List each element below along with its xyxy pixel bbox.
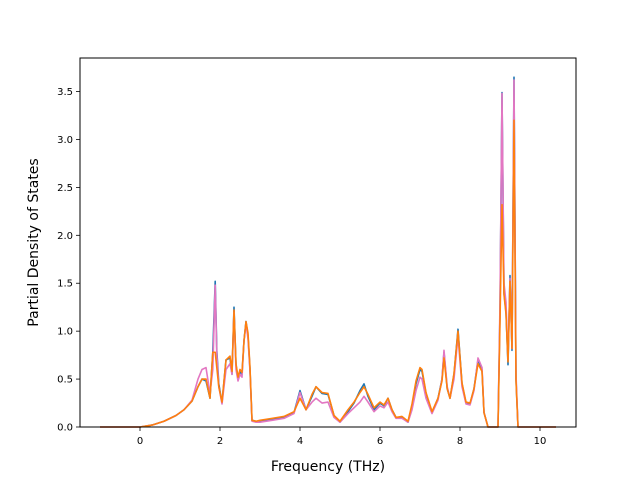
series-line-2 [100, 79, 556, 428]
series-line-1 [100, 76, 556, 428]
y-tick-label: 2.5 [57, 183, 73, 194]
x-tick-label: 0 [137, 436, 143, 447]
x-tick-label: 6 [377, 436, 383, 447]
x-tick-label: 8 [457, 436, 463, 447]
x-axis-ticks: 0 2 4 6 8 10 [137, 427, 547, 447]
series-line-3 [100, 119, 556, 428]
y-axis-ticks: 0.0 0.5 1.0 1.5 2.0 2.5 3.0 3.5 [57, 87, 80, 434]
y-axis-label: Partial Density of States [26, 158, 42, 326]
plot-frame [79, 57, 577, 428]
y-tick-label: 2.0 [57, 231, 73, 242]
x-tick-label: 2 [217, 436, 223, 447]
x-axis-label: Frequency (THz) [271, 459, 385, 475]
x-tick-label: 4 [297, 436, 303, 447]
y-tick-label: 3.5 [57, 87, 73, 98]
y-tick-label: 1.5 [57, 279, 73, 290]
y-tick-label: 0.0 [57, 423, 73, 434]
y-tick-label: 0.5 [57, 375, 73, 386]
y-tick-label: 3.0 [57, 135, 73, 146]
y-tick-label: 1.0 [57, 327, 73, 338]
x-tick-label: 10 [534, 436, 547, 447]
series-layer [100, 76, 556, 428]
